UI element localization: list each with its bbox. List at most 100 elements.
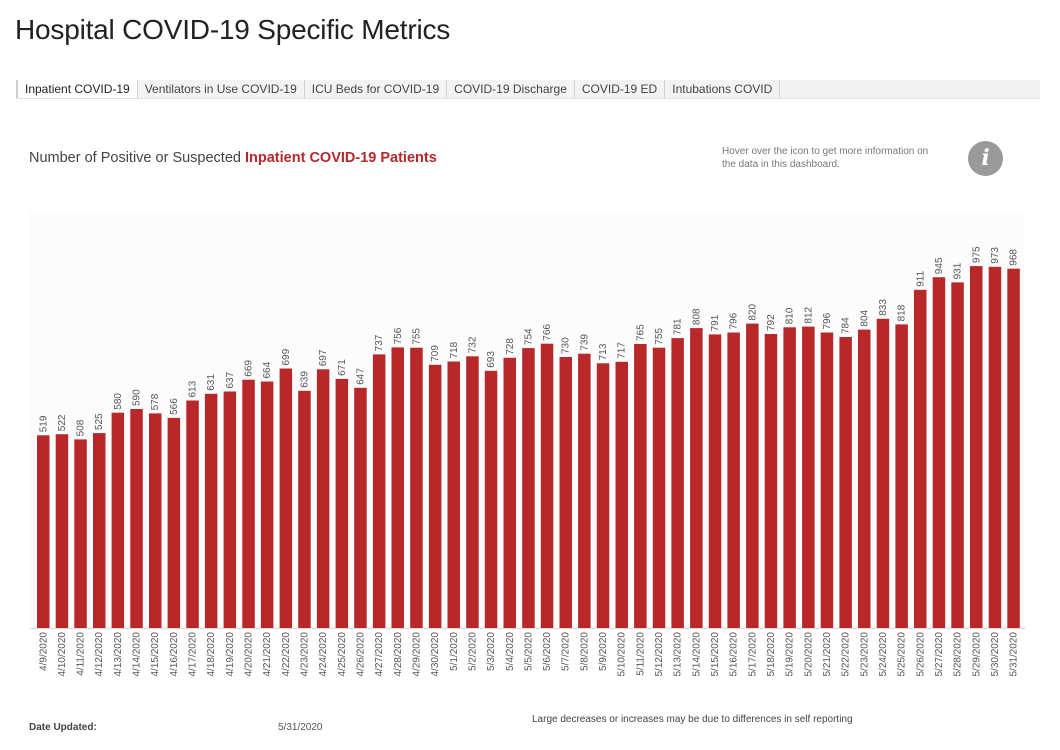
data-label: 566 — [169, 398, 180, 415]
bar[interactable] — [335, 378, 349, 628]
tab-covid-19-ed[interactable]: COVID-19 ED — [575, 80, 666, 98]
data-label: 931 — [953, 262, 964, 279]
bar[interactable] — [223, 391, 237, 629]
bar[interactable] — [354, 387, 367, 628]
bar[interactable] — [540, 343, 554, 628]
x-tick-label: 5/18/2020 — [766, 632, 777, 677]
x-tick-label: 5/6/2020 — [542, 632, 553, 671]
bar[interactable] — [410, 347, 423, 628]
bar[interactable] — [447, 361, 461, 629]
bar[interactable] — [428, 364, 442, 628]
bar[interactable] — [596, 363, 610, 628]
tab-bar: Inpatient COVID-19 Ventilators in Use CO… — [16, 80, 1040, 99]
bar[interactable] — [260, 381, 274, 629]
data-label: 808 — [691, 308, 702, 325]
data-label: 669 — [244, 360, 255, 377]
bar[interactable] — [634, 344, 647, 628]
info-icon[interactable]: i — [968, 141, 1003, 176]
bar[interactable] — [279, 368, 293, 629]
bar[interactable] — [914, 289, 927, 628]
bar[interactable] — [204, 393, 218, 628]
x-tick-label: 5/8/2020 — [579, 632, 590, 671]
bar[interactable] — [503, 357, 517, 628]
bar[interactable] — [727, 332, 740, 629]
bar[interactable] — [466, 356, 479, 628]
bar[interactable] — [708, 334, 722, 628]
x-tick-label: 4/27/2020 — [374, 632, 385, 677]
chart-title-prefix: Number of Positive or Suspected — [29, 150, 245, 166]
x-tick-label: 4/30/2020 — [430, 632, 441, 677]
bar[interactable] — [316, 369, 330, 628]
bar[interactable] — [55, 434, 69, 628]
page-title: Hospital COVID-19 Specific Metrics — [15, 14, 451, 45]
data-label: 781 — [673, 318, 684, 335]
bar[interactable] — [820, 332, 834, 629]
bar-chart: 519 4/9/2020 522 4/10/2020 508 4/11/2020 525 4/… — [30, 210, 1025, 677]
data-label: 792 — [766, 314, 777, 331]
bar[interactable] — [970, 266, 983, 628]
bar[interactable] — [615, 361, 629, 628]
tab-icu-beds[interactable]: ICU Beds for COVID-19 — [305, 80, 448, 98]
bar[interactable] — [559, 357, 573, 628]
data-label: 755 — [654, 328, 665, 345]
self-reporting-note: Large decreases or increases may be due … — [532, 714, 853, 725]
bar[interactable] — [149, 413, 162, 628]
bar[interactable] — [783, 327, 796, 628]
bar[interactable] — [93, 433, 106, 628]
bar[interactable] — [130, 409, 143, 628]
bar[interactable] — [690, 328, 703, 628]
bar[interactable] — [895, 324, 908, 628]
bar[interactable] — [484, 370, 498, 628]
bar[interactable] — [242, 379, 255, 628]
x-tick-label: 4/19/2020 — [225, 632, 236, 677]
x-tick-label: 5/12/2020 — [654, 632, 665, 677]
x-tick-label: 4/11/2020 — [76, 632, 87, 676]
bar[interactable] — [1007, 268, 1020, 628]
tab-covid-19-discharge[interactable]: COVID-19 Discharge — [447, 80, 575, 98]
data-label: 647 — [356, 368, 367, 385]
data-label: 522 — [57, 414, 68, 431]
bar[interactable] — [746, 323, 759, 628]
x-tick-label: 4/20/2020 — [244, 632, 255, 677]
bar[interactable] — [37, 435, 50, 628]
data-label: 637 — [225, 371, 236, 388]
bar[interactable] — [298, 390, 311, 628]
data-label: 968 — [1009, 249, 1020, 266]
bar[interactable] — [652, 347, 666, 628]
x-tick-label: 4/23/2020 — [300, 632, 311, 677]
tab-ventilators-in-use[interactable]: Ventilators in Use COVID-19 — [138, 80, 305, 98]
data-label: 796 — [822, 312, 833, 329]
x-tick-label: 5/2/2020 — [467, 632, 478, 671]
bar[interactable] — [578, 353, 591, 628]
bar[interactable] — [858, 329, 871, 628]
bar[interactable] — [74, 439, 87, 628]
bar[interactable] — [764, 334, 778, 628]
bar[interactable] — [839, 337, 852, 628]
tab-inpatient-covid-19[interactable]: Inpatient COVID-19 — [16, 80, 138, 98]
bar[interactable] — [522, 348, 535, 628]
x-tick-label: 4/24/2020 — [318, 632, 329, 677]
bar[interactable] — [951, 282, 964, 628]
bar[interactable] — [802, 326, 815, 628]
bar[interactable] — [186, 400, 199, 629]
bar[interactable] — [111, 412, 125, 628]
x-tick-label: 5/24/2020 — [878, 632, 889, 677]
data-label: 631 — [206, 374, 217, 391]
tab-intubations-covid[interactable]: Intubations COVID — [665, 80, 781, 98]
data-label: 765 — [635, 324, 646, 341]
bar[interactable] — [988, 266, 1002, 628]
bar[interactable] — [167, 417, 181, 628]
x-tick-label: 5/29/2020 — [971, 632, 982, 677]
bar[interactable] — [932, 277, 946, 628]
bar[interactable] — [876, 318, 890, 628]
bar[interactable] — [671, 338, 684, 628]
x-tick-label: 5/11/2020 — [635, 632, 646, 676]
x-tick-label: 4/25/2020 — [337, 632, 348, 677]
data-label: 713 — [598, 343, 609, 360]
bar[interactable] — [372, 354, 386, 628]
bar[interactable] — [391, 347, 405, 628]
x-tick-label: 5/4/2020 — [505, 632, 516, 671]
date-updated-label: Date Updated: — [29, 722, 97, 733]
x-tick-label: 5/30/2020 — [990, 632, 1001, 677]
data-label: 519 — [38, 415, 49, 432]
